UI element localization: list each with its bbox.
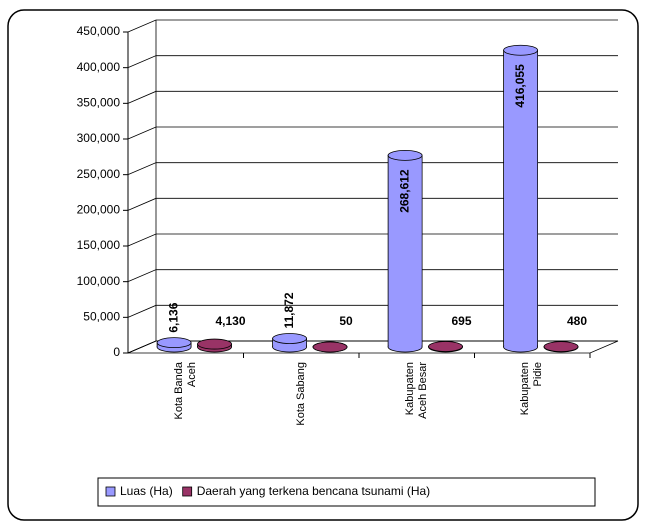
legend-swatch [182, 486, 193, 497]
y-tick-label: 400,000 [77, 60, 121, 74]
chart-border [7, 9, 639, 521]
y-tick-label: 450,000 [77, 24, 121, 38]
value-label: 11,872 [282, 292, 296, 328]
bar-top [503, 44, 538, 56]
bar-top [156, 337, 192, 349]
bar-top [387, 149, 423, 161]
bar-top [312, 341, 348, 353]
grid-line [127, 162, 618, 176]
bar-fill [388, 155, 422, 347]
y-tick-label: 200,000 [77, 203, 121, 217]
legend-swatch [105, 486, 116, 497]
value-label: 695 [452, 314, 472, 328]
y-tick-label: 150,000 [77, 238, 121, 252]
value-label: 50 [339, 314, 353, 328]
x-tick-label-text: Kota Banda Aceh [172, 362, 198, 420]
value-label: 480 [567, 314, 587, 328]
x-tick-label-text: Kabupaten Pidie [519, 362, 545, 416]
grid-line [127, 55, 618, 69]
bar-top [428, 341, 463, 352]
bar-top [543, 341, 579, 353]
grid-line [127, 233, 618, 247]
grid-line [127, 197, 618, 211]
y-tick-label: 0 [113, 345, 120, 359]
x-tick-label-text: Kota Sabang [294, 362, 307, 426]
x-tick-label: Kabupaten Pidie [518, 362, 546, 434]
grid-line [127, 269, 618, 283]
y-tick-label: 350,000 [77, 96, 121, 110]
y-tick-label: 100,000 [77, 274, 121, 288]
value-label: 6,136 [166, 302, 180, 332]
bar-fill [504, 50, 538, 347]
legend-label: Luas (Ha) [120, 484, 173, 498]
legend-label: Daerah yang terkena bencana tsunami (Ha) [197, 484, 430, 498]
grid-line [127, 340, 618, 354]
value-label: 4,130 [216, 314, 246, 328]
bar-top [197, 338, 232, 350]
bar-top [272, 333, 308, 344]
x-tick-label: Kabupaten Aceh Besar [403, 362, 431, 434]
x-tick-label: Kota Sabang [287, 362, 315, 434]
value-label: 416,055 [513, 64, 527, 108]
grid-line [127, 90, 618, 104]
y-tick-label: 300,000 [77, 131, 121, 145]
y-tick-label: 250,000 [77, 167, 121, 181]
value-label: 268,612 [397, 169, 411, 213]
y-tick-label: 50,000 [83, 310, 120, 324]
grid-line [127, 126, 618, 140]
x-tick-label: Kota Banda Aceh [172, 362, 200, 434]
grid-line [127, 19, 618, 33]
x-tick-label-text: Kabupaten Aceh Besar [403, 362, 429, 419]
legend-box [97, 477, 596, 507]
grid-line [127, 304, 618, 318]
